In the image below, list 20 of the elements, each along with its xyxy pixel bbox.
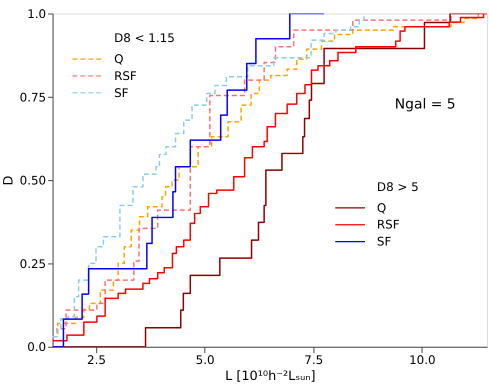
legend-label: Q — [376, 200, 386, 215]
y-tick-label: 0.75 — [20, 90, 46, 104]
y-axis-title: D — [2, 176, 17, 186]
y-tick-label: 0.25 — [20, 256, 46, 271]
x-tick-label: 5.0 — [196, 353, 215, 368]
y-tick-label: 0.0 — [27, 340, 46, 354]
y-tick-label: 1.0 — [27, 6, 46, 21]
annotation: Ngal = 5 — [394, 96, 456, 113]
annotation: D8 < 1.15 — [114, 31, 175, 46]
x-tick-label: 10.0 — [409, 353, 436, 368]
legend-label: Q — [114, 52, 124, 66]
x-tick-label: 7.5 — [304, 353, 324, 368]
legend-label: RSF — [114, 68, 137, 83]
annotation: D8 > 5 — [376, 180, 419, 194]
x-axis-title: L [10¹⁰h⁻²Lₛᵤₙ] — [225, 368, 316, 384]
x-tick-label: 2.5 — [87, 353, 106, 368]
legend-label: RSF — [376, 218, 400, 232]
legend-label: SF — [114, 86, 129, 100]
legend-label: SF — [376, 234, 392, 249]
y-tick-label: 0.50 — [20, 174, 46, 188]
